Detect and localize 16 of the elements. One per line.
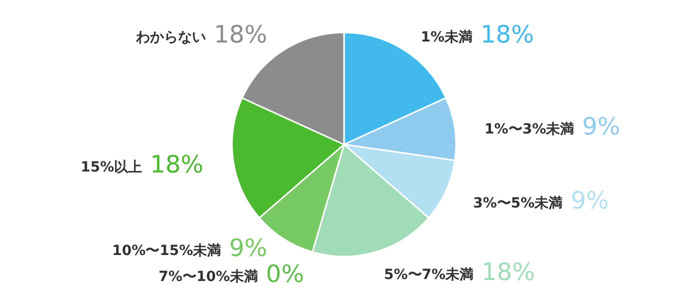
data-label: 9% <box>570 186 609 214</box>
slice-label: 5%〜7%未満 <box>384 267 474 284</box>
data-label: 18% <box>482 258 535 286</box>
slice-label: 1%未満 <box>420 29 473 46</box>
text: 0% <box>266 260 304 288</box>
data-label: 18% <box>480 20 534 48</box>
data-label: 18% <box>214 20 268 48</box>
data-label: 18% <box>150 150 204 178</box>
slice-label: 1%〜3%未満 <box>484 122 574 138</box>
category-label: 7%〜10%未満 <box>158 269 258 285</box>
slice-label: わからない <box>134 29 206 46</box>
data-label: 9% <box>229 234 268 262</box>
slice-label: 3%〜5%未満 <box>473 195 563 212</box>
slice-label: 10%〜15%未満 <box>112 243 222 259</box>
data-label: 9% <box>582 112 620 141</box>
slice-label: 15%以上 <box>80 159 142 176</box>
